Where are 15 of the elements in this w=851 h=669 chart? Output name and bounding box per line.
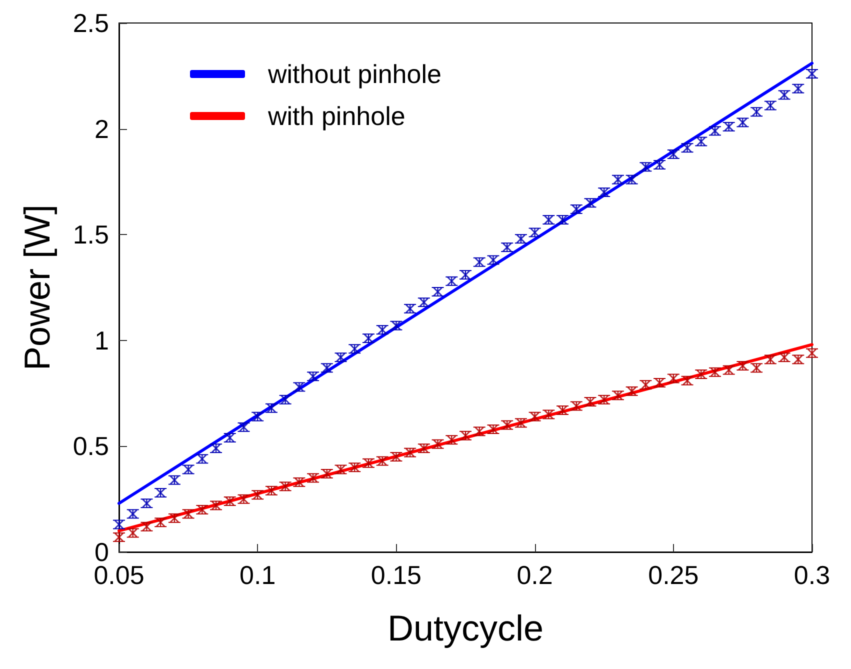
y-tick-label: 2.5: [72, 8, 109, 38]
y-tick-label: 2: [94, 114, 109, 144]
x-axis-title: Dutycycle: [387, 608, 544, 648]
x-tick-label: 0.2: [516, 560, 553, 590]
legend-label: with pinhole: [267, 101, 406, 131]
y-tick-label: 1: [94, 325, 109, 356]
y-axis-title: Power [W]: [16, 204, 58, 371]
x-tick-label: 0.15: [370, 560, 422, 590]
y-tick-label: 1.5: [72, 220, 109, 250]
x-tick-label: 0.25: [648, 560, 699, 590]
y-tick-label: 0.5: [72, 431, 109, 462]
legend-label: without pinhole: [267, 59, 442, 89]
x-tick-label: 0.3: [794, 560, 830, 590]
x-tick-label: 0.1: [240, 560, 276, 590]
point: [114, 532, 124, 542]
